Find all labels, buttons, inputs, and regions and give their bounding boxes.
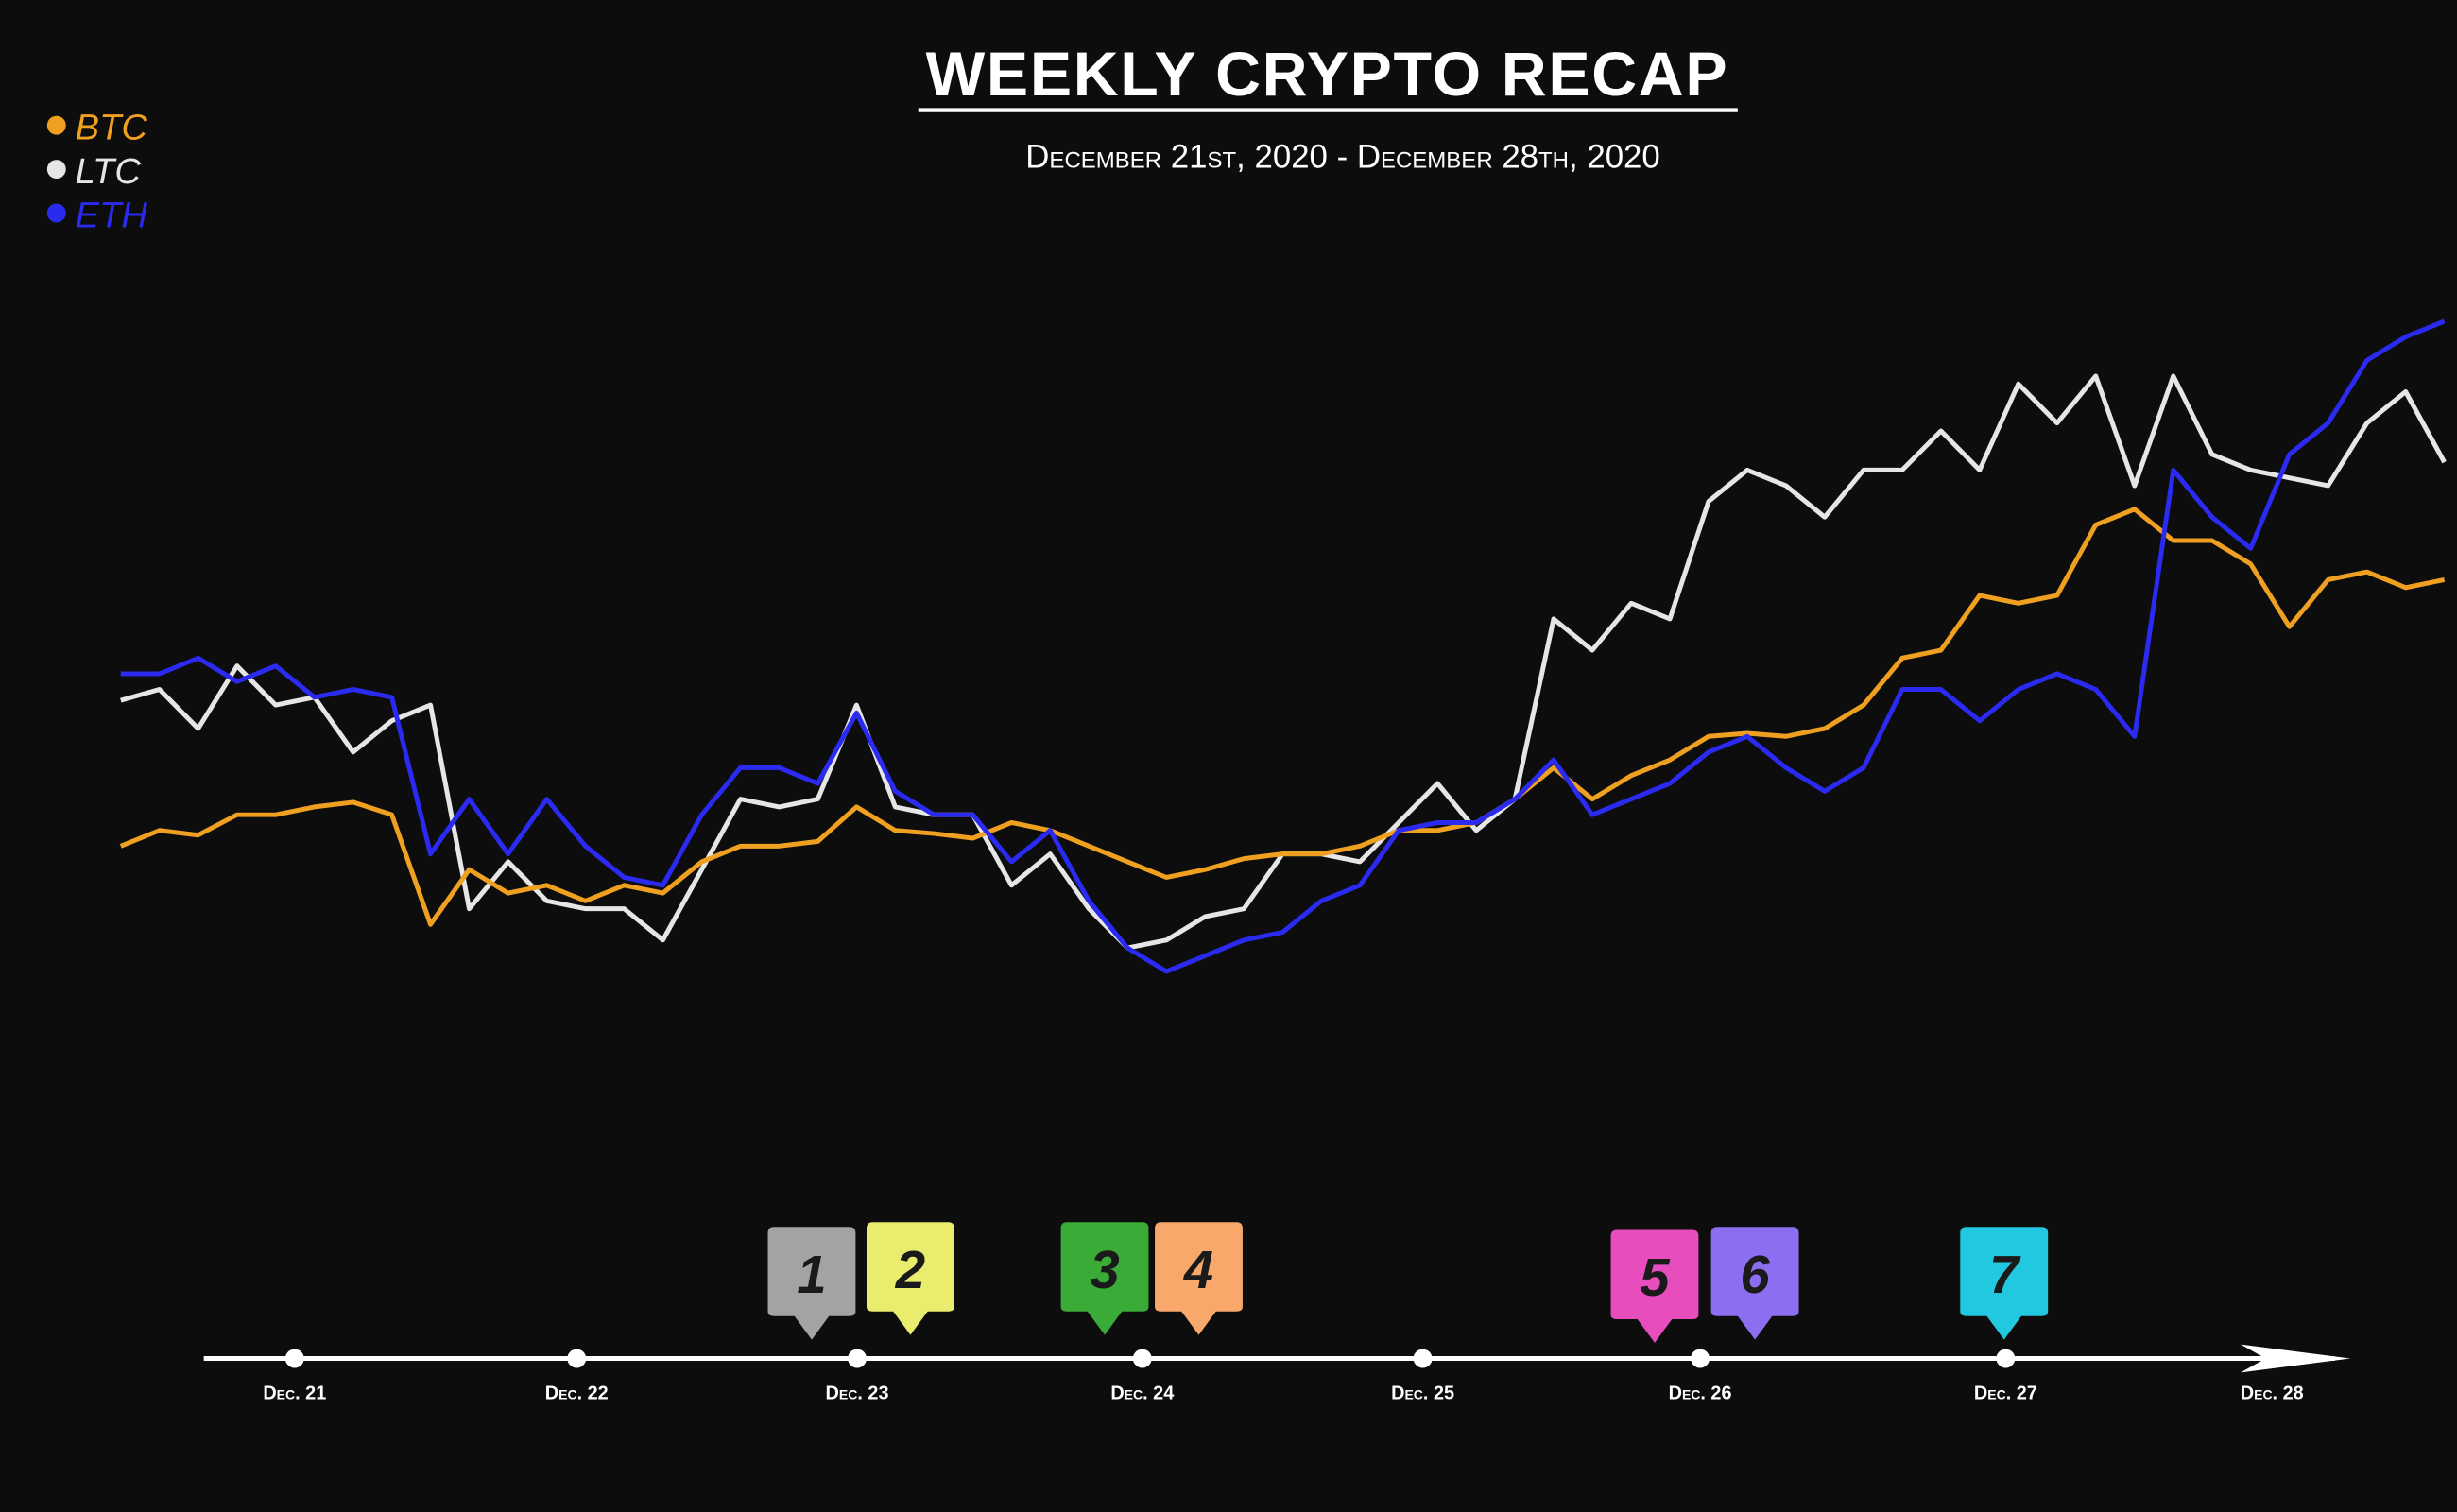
legend-label: LTC [76,151,142,192]
timeline-dot [567,1349,587,1368]
marker-label: 4 [1183,1240,1213,1299]
timeline-dot [284,1349,304,1368]
timeline-arrow [2241,1344,2351,1373]
marker-pin [767,1227,856,1340]
legend-swatch [46,203,66,223]
marker-pin [1960,1227,2049,1340]
marker-pin [866,1222,954,1335]
marker-pin [1710,1227,1799,1340]
event-marker: 3 [1060,1222,1149,1335]
legend-swatch [46,115,66,135]
event-marker: 7 [1960,1227,2049,1340]
timeline-date: Dec. 25 [1391,1383,1454,1404]
timeline-dot [1413,1349,1433,1368]
event-marker: 6 [1710,1227,1799,1340]
marker-label: 1 [797,1245,826,1304]
marker-label: 6 [1740,1245,1770,1304]
event-marker: 5 [1610,1229,1699,1343]
timeline-dot [1996,1349,2016,1368]
chart-subtitle: December 21st, 2020 - December 28th, 202… [1025,138,1659,175]
timeline-dot [1691,1349,1710,1368]
timeline-date: Dec. 21 [263,1383,326,1404]
timeline-date: Dec. 24 [1110,1383,1174,1404]
timeline-date: Dec. 26 [1669,1383,1732,1404]
timeline-date: Dec. 22 [545,1383,609,1404]
legend-label: ETH [76,195,148,235]
marker-pin [1610,1229,1699,1343]
event-marker: 1 [767,1227,856,1340]
timeline-date: Dec. 27 [1974,1383,2037,1404]
chart-title: WEEKLY CRYPTO RECAP [926,40,1729,110]
marker-label: 3 [1090,1240,1119,1299]
legend-label: BTC [76,108,148,148]
marker-label: 2 [895,1240,925,1299]
event-marker: 2 [866,1222,954,1335]
event-marker: 4 [1155,1222,1243,1335]
timeline-date: Dec. 28 [2241,1383,2304,1404]
timeline-dot [1132,1349,1152,1368]
marker-pin [1060,1222,1149,1335]
marker-label: 5 [1640,1247,1670,1307]
marker-pin [1155,1222,1243,1335]
legend-swatch [46,160,66,180]
series-line [120,373,2447,951]
series-line [120,318,2446,974]
marker-label: 7 [1989,1245,2021,1304]
series-line [119,507,2446,927]
timeline-date: Dec. 23 [826,1383,889,1404]
timeline-dot [848,1349,867,1368]
